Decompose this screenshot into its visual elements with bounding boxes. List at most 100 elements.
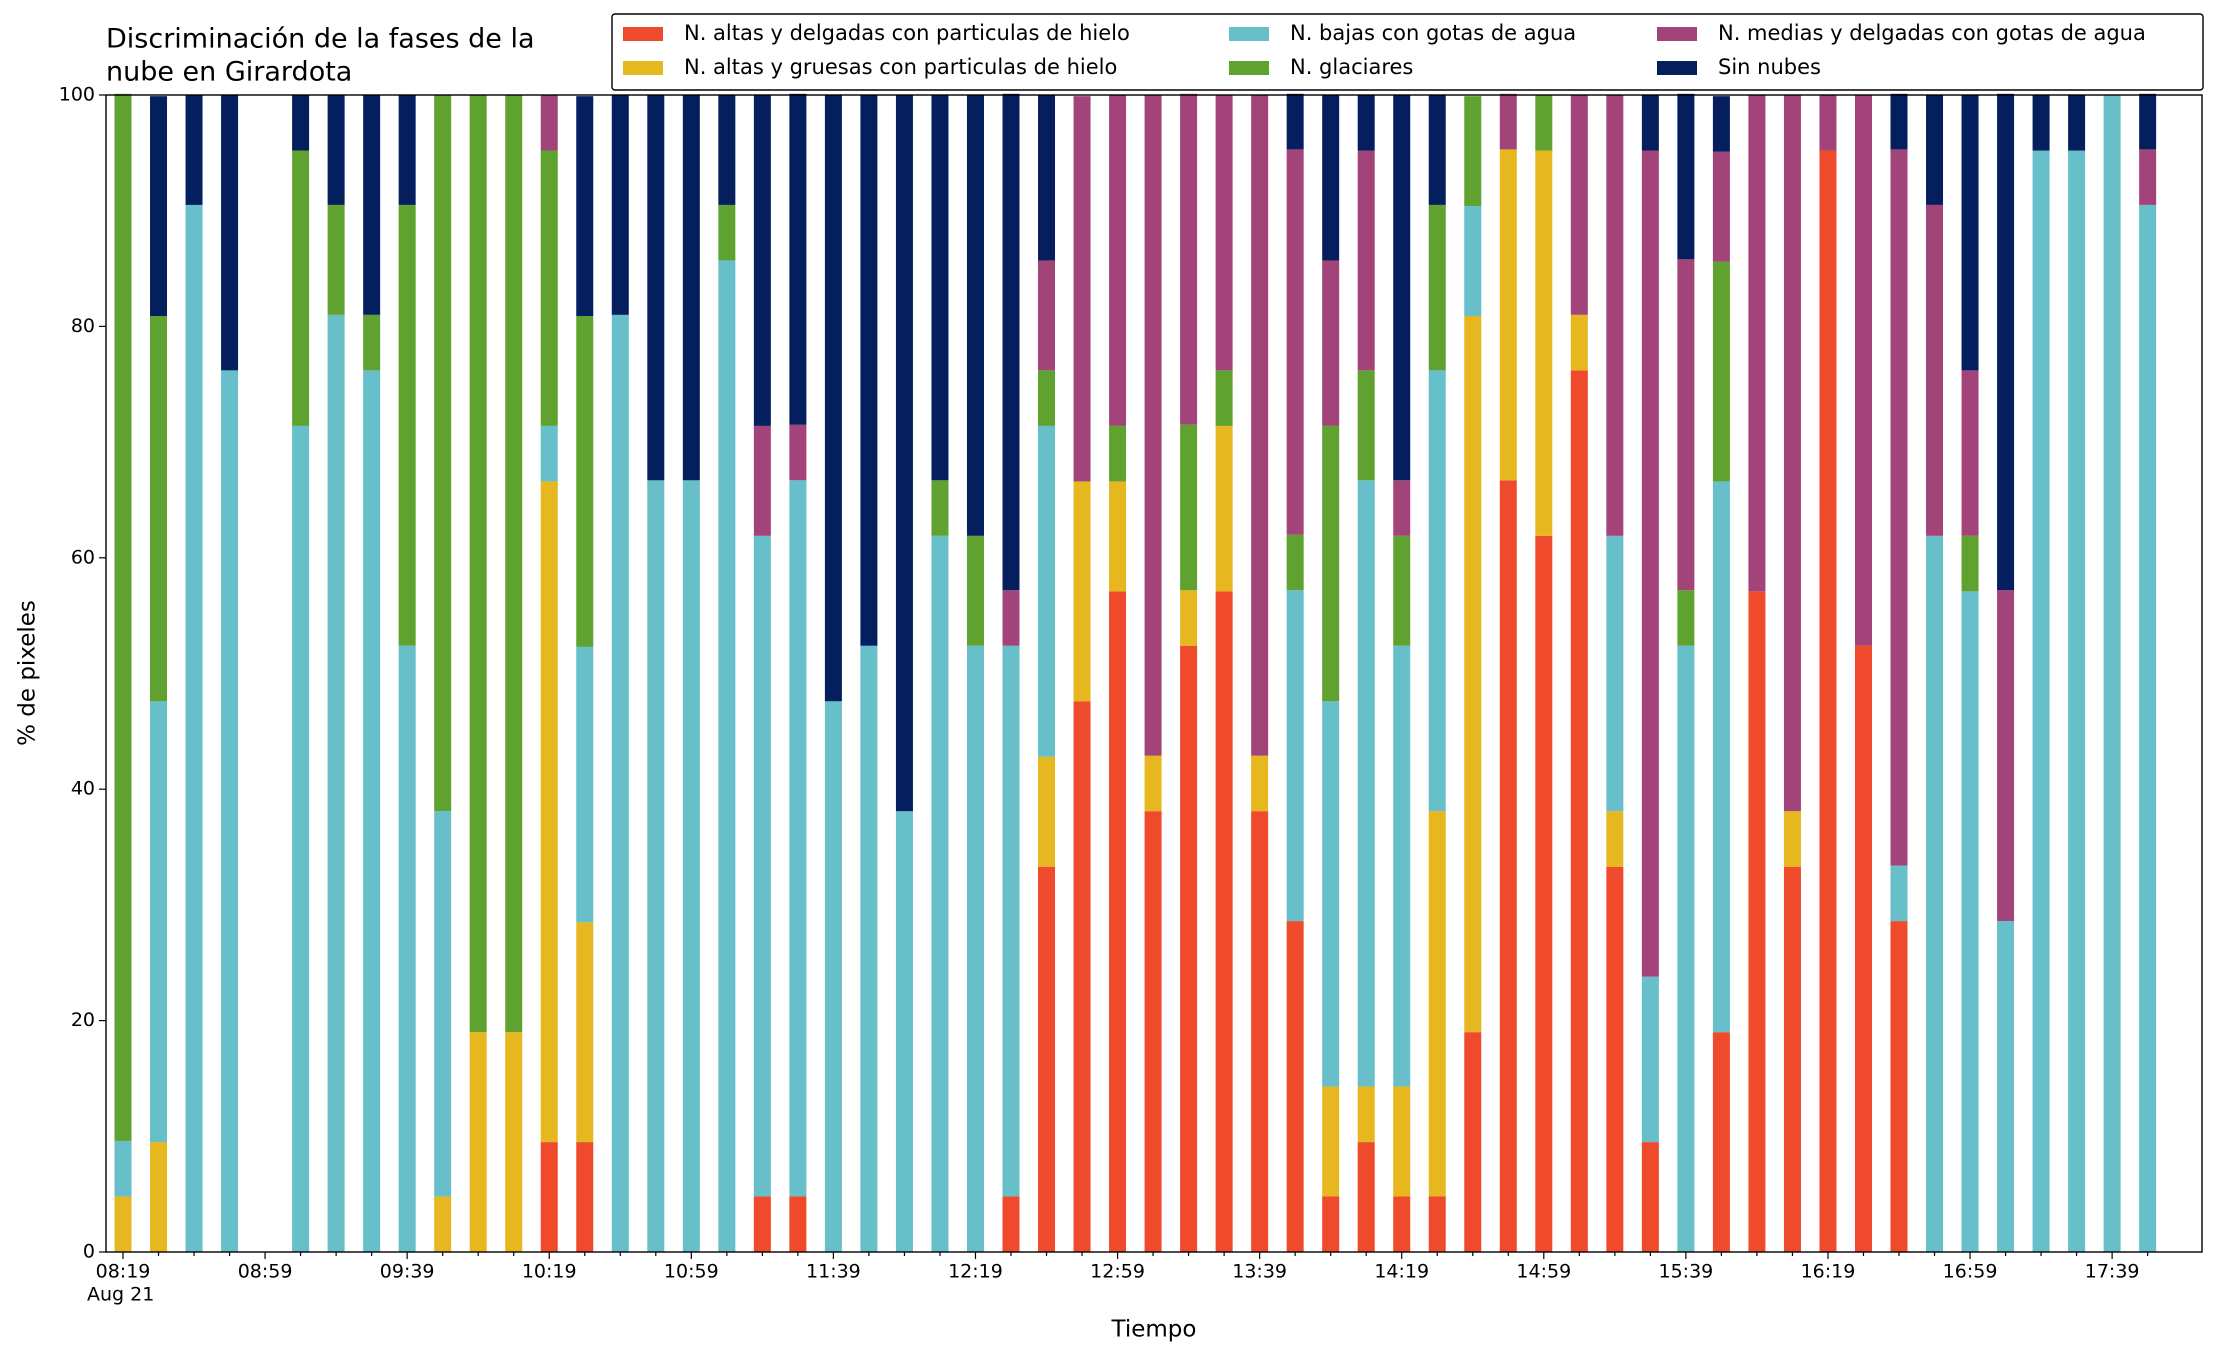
bar-segment — [1606, 535, 1624, 812]
x-tick-label: 16:19 — [1801, 1261, 1856, 1283]
bar-segment — [2103, 95, 2121, 1252]
bar-segment — [1854, 645, 1872, 1252]
bar-segment — [1393, 535, 1411, 646]
bar-segment — [363, 95, 381, 315]
x-tick-label: 14:59 — [1516, 1261, 1571, 1283]
bar-segment — [1926, 95, 1944, 205]
bar-segment — [1286, 149, 1304, 535]
bar-segment — [1073, 481, 1091, 702]
bar-segment — [1357, 370, 1375, 481]
legend-box — [611, 13, 2204, 91]
x-tick-label: 10:19 — [522, 1261, 577, 1283]
bar-segment — [1854, 95, 1872, 646]
bar-segment — [1535, 150, 1553, 536]
bar-segment — [1748, 95, 1766, 592]
bar-segment — [1641, 150, 1659, 977]
bar-segment — [292, 425, 310, 1253]
bar-segment — [1428, 370, 1446, 812]
bar-segment — [1997, 590, 2015, 922]
plot-frame — [105, 94, 2203, 1253]
bar-segment — [1748, 591, 1766, 1252]
bar-segment — [682, 480, 700, 1252]
legend-swatch — [1657, 27, 1697, 41]
bar-segment — [398, 204, 416, 646]
bar-segment — [1961, 95, 1979, 371]
bar-segment — [1712, 261, 1730, 482]
bar-segment — [1286, 921, 1304, 1252]
bar-segment — [292, 95, 310, 151]
bar-segment — [753, 95, 771, 426]
x-tick-label: 15:39 — [1658, 1261, 1713, 1283]
bar-segment — [1357, 480, 1375, 1087]
bar-segment — [966, 535, 984, 646]
bar-segment — [1109, 481, 1127, 592]
bar-segment — [789, 93, 807, 425]
bar-segment — [1286, 534, 1304, 591]
bar-segment — [221, 370, 239, 1253]
bar-segment — [363, 314, 381, 371]
bar-segment — [1926, 535, 1944, 1252]
bar-segment — [1038, 95, 1056, 261]
bar-segment — [540, 150, 558, 426]
bar-segment — [327, 204, 345, 315]
bar-segment — [1180, 424, 1198, 591]
legend-label: Sin nubes — [1718, 55, 1821, 79]
bar-segment — [1499, 480, 1517, 1252]
bar-segment — [1038, 866, 1056, 1252]
bar-segment — [1712, 481, 1730, 1033]
bar-segment — [1109, 425, 1127, 482]
bar-segment — [1393, 95, 1411, 481]
bar-segment — [150, 96, 168, 316]
bar-segment — [576, 922, 594, 1143]
bar-segment — [114, 1196, 132, 1252]
bar-segment — [1677, 93, 1695, 260]
bar-segment — [1251, 755, 1269, 812]
bar-segment — [114, 93, 132, 1141]
bar-segment — [1002, 645, 1020, 1197]
bar-segment — [1961, 591, 1979, 1252]
bar-segment — [1038, 756, 1056, 867]
bar-segment — [1712, 96, 1730, 152]
x-tick-label: 08:59 — [238, 1261, 293, 1283]
x-tick-label: 09:39 — [380, 1261, 435, 1283]
bar-segment — [895, 811, 913, 1252]
bar-segment — [1712, 151, 1730, 262]
legend-label: N. altas y delgadas con particulas de hi… — [684, 21, 1130, 45]
legend-label: N. altas y gruesas con particulas de hie… — [684, 55, 1117, 79]
bar-segment — [1890, 149, 1908, 866]
bar-segment — [1428, 1196, 1446, 1252]
bar-segment — [185, 95, 203, 205]
bar-segment — [718, 260, 736, 1252]
bar-segment — [1677, 590, 1695, 646]
bar-segment — [860, 95, 878, 646]
bar-segment — [1464, 96, 1482, 207]
bar-segment — [1180, 590, 1198, 646]
bar-segment — [1890, 93, 1908, 150]
y-tick-label: 0 — [83, 1241, 95, 1263]
bar-segment — [1215, 95, 1233, 371]
bar-segment — [1322, 95, 1340, 261]
bar-segment — [1393, 480, 1411, 536]
bar-segment — [1286, 93, 1304, 150]
bar-segment — [1570, 95, 1588, 315]
bar-segment — [789, 424, 807, 481]
bar-segment — [150, 701, 168, 1143]
bar-segment — [1357, 150, 1375, 371]
bar-segment — [1286, 590, 1304, 922]
bar-segment — [2032, 95, 2050, 151]
bar-segment — [1002, 93, 1020, 591]
bar-segment — [647, 480, 665, 1252]
bar-segment — [114, 1140, 132, 1197]
bar-segment — [1002, 1196, 1020, 1252]
bar-segment — [398, 95, 416, 205]
bar-segment — [1322, 1086, 1340, 1197]
x-tick-label: 14:19 — [1374, 1261, 1429, 1283]
bar-segment — [1180, 645, 1198, 1252]
bar-segment — [931, 535, 949, 1252]
bar-segment — [1073, 701, 1091, 1252]
x-tick-label: 17:39 — [2085, 1261, 2140, 1283]
bar-segment — [1570, 370, 1588, 1253]
bar-segment — [1890, 865, 1908, 922]
x-date-label: Aug 21 — [87, 1284, 154, 1306]
bar-segment — [1393, 645, 1411, 1087]
